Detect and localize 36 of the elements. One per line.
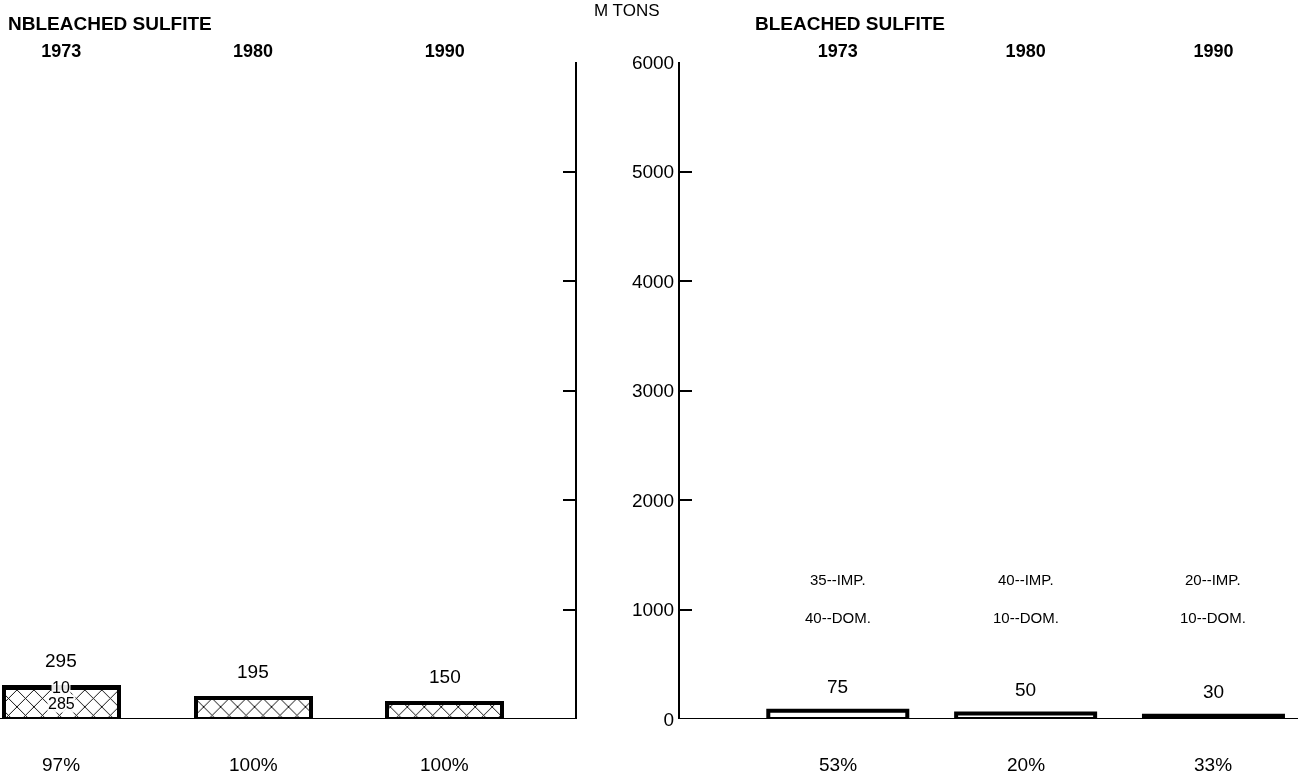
annotation: 40--IMP. xyxy=(998,571,1054,588)
total-label: 150 xyxy=(429,666,461,687)
y-axis-title: M TONS xyxy=(594,1,660,20)
annotation: 40--DOM. xyxy=(805,609,871,626)
y-tick-label: 1000 xyxy=(631,599,675,621)
chart-title: BLEACHED SULFITE xyxy=(755,12,945,34)
text: 100% xyxy=(229,754,278,775)
y-tick-label: 5000 xyxy=(631,161,675,183)
text: 20% xyxy=(1007,754,1046,775)
text: 97% xyxy=(42,754,81,775)
total-label: 195 xyxy=(237,661,269,682)
x-tick-label: 1980 xyxy=(232,41,274,62)
y-tick-label: 2000 xyxy=(631,489,675,511)
total-label: 295 xyxy=(45,650,77,671)
annotation: 20--IMP. xyxy=(1185,571,1241,588)
annotation: 10--DOM. xyxy=(993,609,1059,626)
y-tick-label: 0 xyxy=(663,708,675,730)
y-tick-label: 3000 xyxy=(631,380,675,402)
y-tick-label: 6000 xyxy=(631,51,675,73)
text: 33% xyxy=(1194,754,1233,775)
chart-title: NBLEACHED SULFITE xyxy=(8,12,212,34)
x-tick-label: 1973 xyxy=(41,41,82,62)
data-label: 285 xyxy=(48,695,75,712)
x-tick-label: 1973 xyxy=(817,41,858,62)
data-label: 10 xyxy=(52,679,70,696)
x-tick-label: 1990 xyxy=(1193,41,1234,62)
data-label: 30 xyxy=(1203,681,1225,702)
annotation: 10--DOM. xyxy=(1180,609,1246,626)
x-tick-label: 1990 xyxy=(424,41,465,62)
data-label: 75 xyxy=(827,676,849,697)
y-tick-label: 4000 xyxy=(631,270,675,292)
x-tick-label: 1980 xyxy=(1005,41,1046,62)
annotation: 35--IMP. xyxy=(810,571,866,588)
data-label: 50 xyxy=(1015,679,1037,700)
text: 53% xyxy=(819,754,858,775)
text: 100% xyxy=(420,754,469,775)
